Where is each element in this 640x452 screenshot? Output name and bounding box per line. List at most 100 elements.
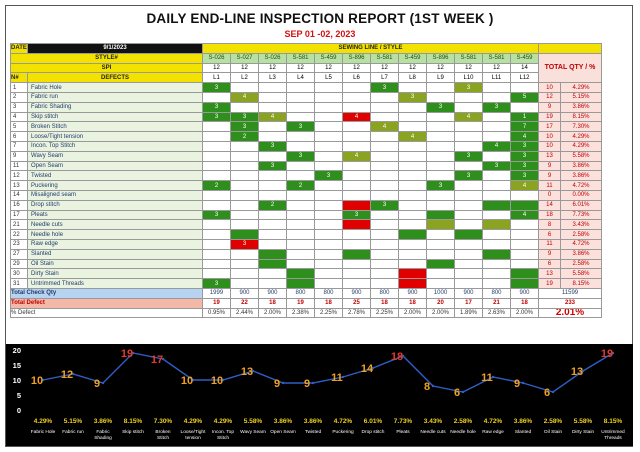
- category-label: Oil Stain: [544, 429, 562, 435]
- total-defect-row: Total Defect 19 22 18 19 18 25 18 18 20 17 21 18 233: [10, 297, 602, 309]
- defect-number: 1: [10, 82, 28, 93]
- percent-defect-cell: 0.95%: [202, 307, 231, 319]
- defect-count-cell: [342, 101, 371, 113]
- percent-label: 3.43%: [424, 418, 443, 425]
- defect-name: Dirty Stain: [27, 268, 203, 280]
- data-label: 13: [571, 366, 583, 378]
- defect-count-cell: [426, 189, 455, 201]
- defect-row: 6 Loose/Tight tension 2 4 4 10 4.29%: [10, 131, 602, 142]
- series-line: [42, 352, 614, 393]
- defect-count-cell: 3: [202, 82, 231, 93]
- defect-count-cell: [482, 229, 511, 240]
- defect-row: 30 Dirty Stain 13 5.58%: [10, 268, 602, 280]
- style-cell: S-896: [426, 52, 455, 64]
- defect-count-cell: [454, 248, 483, 260]
- data-point: [131, 351, 135, 355]
- defect-count-cell: [314, 150, 343, 162]
- defect-count-cell: [398, 268, 427, 280]
- defect-count-cell: [202, 248, 231, 260]
- data-label: 11: [331, 372, 343, 384]
- defect-count-cell: [370, 140, 399, 152]
- defect-count-cell: [202, 229, 231, 240]
- defect-count-cell: [258, 131, 287, 142]
- defect-name: Skip stitch: [27, 111, 203, 123]
- data-label: 19: [121, 348, 133, 360]
- line-cell: L3: [258, 72, 287, 84]
- percent-defect-cell: 2.25%: [314, 307, 343, 319]
- defect-total: 9: [538, 160, 561, 172]
- category-label: tension: [185, 435, 201, 441]
- defect-name: Slanted: [27, 248, 203, 260]
- defect-count-cell: [202, 170, 231, 182]
- style-cell: S-027: [230, 52, 259, 64]
- defect-count-cell: [426, 199, 455, 211]
- defect-total: 17: [538, 121, 561, 133]
- category-label: Open Seam: [270, 429, 296, 435]
- percent-defect-cell: 2.63%: [482, 307, 511, 319]
- line-cell: L1: [202, 72, 231, 84]
- defect-count-cell: [314, 248, 343, 260]
- category-label: Raw edge: [482, 429, 504, 435]
- defect-count-cell: [230, 180, 259, 191]
- defect-count-cell: [258, 248, 287, 260]
- total-check-cell: 1999: [202, 287, 231, 299]
- defect-row: 17 Pleats 3 3 4 18 7.73%: [10, 209, 602, 221]
- defect-total: 10: [538, 82, 561, 93]
- defect-count-cell: [342, 121, 371, 133]
- defect-count-cell: [314, 219, 343, 231]
- y-tick-label: 15: [13, 361, 21, 370]
- defect-count-cell: [426, 91, 455, 103]
- defect-count-cell: [482, 170, 511, 182]
- spi-cell: 12: [286, 62, 315, 74]
- defect-count-cell: [370, 209, 399, 221]
- style-cell: S-459: [398, 52, 427, 64]
- data-point: [311, 381, 315, 385]
- defect-count-cell: [314, 199, 343, 211]
- defect-total: 18: [538, 209, 561, 221]
- defect-count-cell: [370, 150, 399, 162]
- defect-percent: 5.58%: [560, 150, 602, 162]
- defect-count-cell: [314, 140, 343, 152]
- defect-name: Loose/Tight tension: [27, 131, 203, 142]
- percent-label: 5.58%: [574, 418, 593, 425]
- defect-total: 19: [538, 111, 561, 123]
- total-defect-cell: 17: [454, 297, 483, 309]
- defect-count-cell: 3: [286, 121, 315, 133]
- defect-count-cell: [258, 170, 287, 182]
- category-label: Needle cuts: [420, 429, 446, 435]
- defect-count-cell: [426, 238, 455, 250]
- defect-count-cell: [426, 248, 455, 260]
- total-check-label: Total Check Qty: [10, 287, 203, 299]
- defect-count-cell: [370, 170, 399, 182]
- total-defect-cell: 20: [426, 297, 455, 309]
- category-label: Puckering: [332, 429, 354, 435]
- percent-label: 4.29%: [34, 418, 53, 425]
- total-check-cell: 800: [370, 287, 399, 299]
- category-label: Fabric Hole: [31, 429, 56, 435]
- defect-count-cell: 3: [370, 82, 399, 93]
- percent-label: 4.72%: [334, 418, 353, 425]
- defect-count-cell: 3: [510, 170, 539, 182]
- header-row-defects: N# DEFECTS L1 L2 L3 L4 L5 L6 L7 L8 L9 L10 L11 L12: [10, 72, 602, 84]
- percent-label: 7.30%: [154, 418, 173, 425]
- spi-cell: 12: [314, 62, 343, 74]
- defect-count-cell: [510, 199, 539, 211]
- defect-count-cell: [398, 238, 427, 250]
- defect-count-cell: [398, 180, 427, 191]
- total-defect-cell: 19: [202, 297, 231, 309]
- data-point: [221, 378, 225, 382]
- defect-percent: 5.15%: [560, 91, 602, 103]
- defect-count-cell: [286, 199, 315, 211]
- total-check-cell: 900: [510, 287, 539, 299]
- defect-number: 21: [10, 219, 28, 231]
- defect-count-cell: [342, 278, 371, 289]
- defect-count-cell: [454, 219, 483, 231]
- inspection-table: DATE 9/1/2023 SEWING LINE / STYLE STYLE# S-0…: [10, 43, 602, 319]
- defect-name: Open Seam: [27, 160, 203, 172]
- defect-percent: 2.58%: [560, 229, 602, 240]
- percent-defect-cell: 2.38%: [286, 307, 315, 319]
- defect-count-cell: [482, 121, 511, 133]
- category-label: Pleats: [396, 429, 410, 435]
- data-point: [551, 390, 555, 394]
- percent-defect-cell: 2.00%: [510, 307, 539, 319]
